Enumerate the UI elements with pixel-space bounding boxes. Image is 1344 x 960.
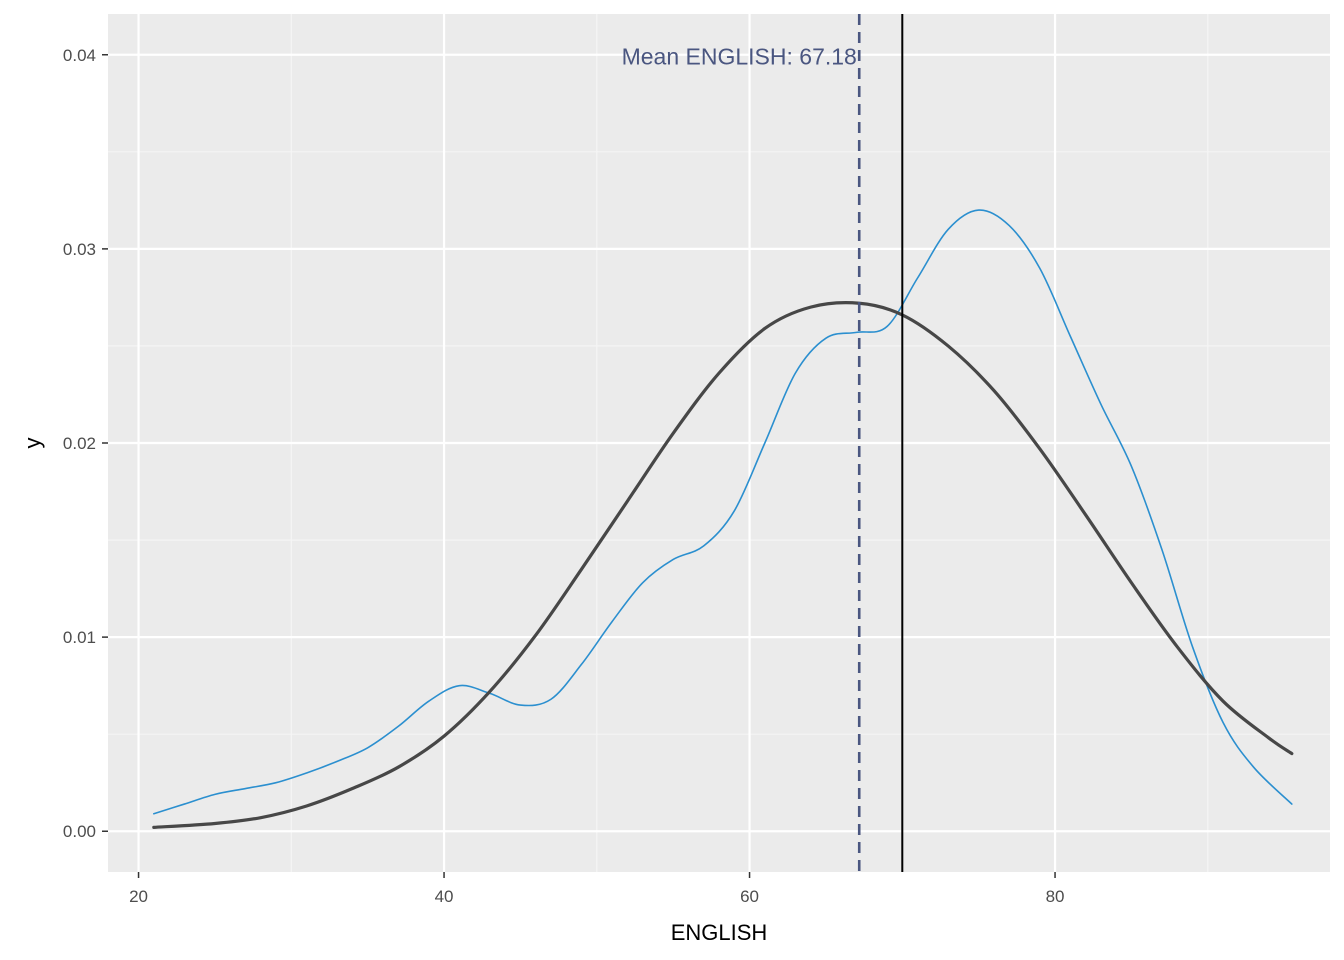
x-axis: 20 40 60 80 xyxy=(129,872,1065,906)
y-tick-label: 0.04 xyxy=(63,46,96,65)
y-axis: 0.00 0.01 0.02 0.03 0.04 xyxy=(63,46,108,841)
y-tick-label: 0.00 xyxy=(63,822,96,841)
y-tick-label: 0.01 xyxy=(63,628,96,647)
reference-lines xyxy=(857,14,904,872)
observed-density-line xyxy=(153,209,1293,815)
x-tick-label: 40 xyxy=(435,887,454,906)
series-layer xyxy=(152,209,1294,829)
y-tick-label: 0.02 xyxy=(63,434,96,453)
y-tick-label: 0.03 xyxy=(63,240,96,259)
y-axis-title: y xyxy=(20,438,45,449)
x-axis-title: ENGLISH xyxy=(671,920,768,945)
mean-annotation: Mean ENGLISH: 67.18 xyxy=(622,44,857,70)
x-tick-label: 60 xyxy=(740,887,759,906)
normal-curve-line xyxy=(152,301,1294,829)
major-gridlines xyxy=(108,14,1330,872)
x-tick-label: 80 xyxy=(1046,887,1065,906)
x-tick-label: 20 xyxy=(129,887,148,906)
